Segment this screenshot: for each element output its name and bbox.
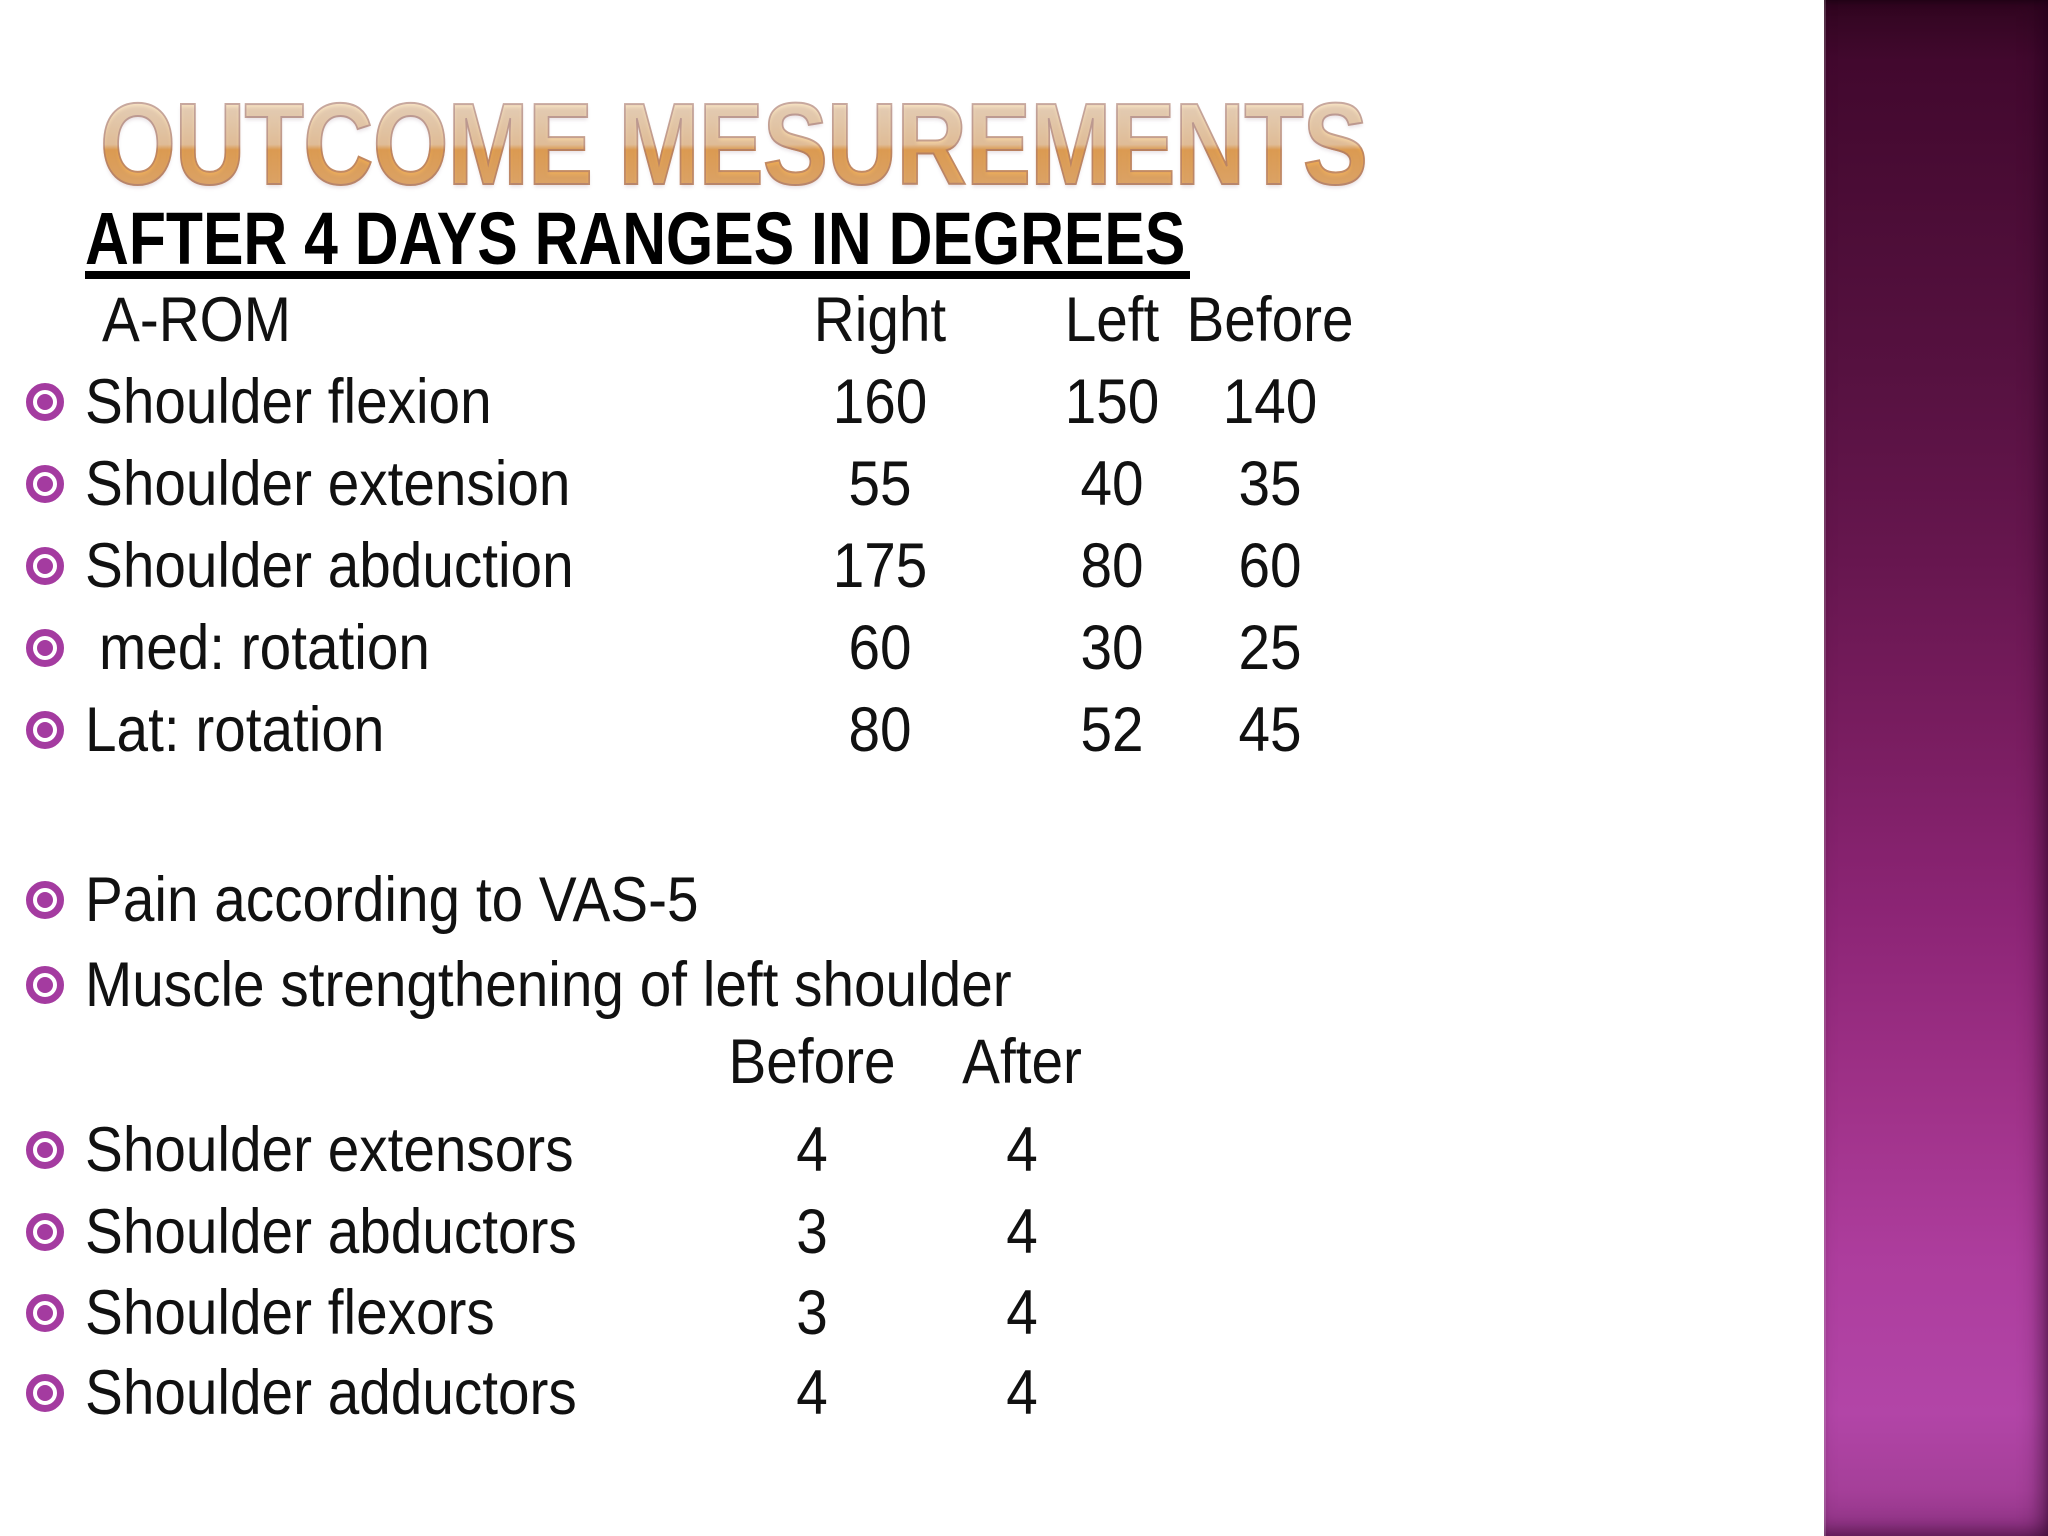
bullet-icon [26, 711, 64, 749]
row-label: Shoulder flexion [85, 367, 492, 437]
table-row: Shoulder flexors 3 4 [0, 1272, 1824, 1354]
value-left: 30 [1080, 613, 1144, 683]
column-header-before: Before [1186, 285, 1354, 355]
subtitle-underline [85, 271, 1190, 279]
value-before: 4 [796, 1358, 828, 1428]
bullet-icon [26, 966, 64, 1004]
value-right: 60 [848, 613, 912, 683]
note-row: Muscle strengthening of left shoulder [0, 944, 1824, 1026]
bullet-icon [26, 1374, 64, 1412]
row-label: Shoulder flexors [85, 1278, 495, 1348]
value-before: 3 [796, 1197, 828, 1267]
arom-row-header: A-ROM [102, 285, 291, 355]
table-row: Shoulder adductors 4 4 [0, 1352, 1824, 1434]
note-text: Muscle strengthening of left shoulder [85, 950, 1012, 1020]
bullet-icon [26, 547, 64, 585]
bullet-icon [26, 629, 64, 667]
column-header-left: Left [1064, 285, 1160, 355]
table-row: Shoulder abductors 3 4 [0, 1191, 1824, 1273]
value-before: 60 [1238, 531, 1302, 601]
value-after: 4 [1006, 1115, 1038, 1185]
value-left: 52 [1080, 695, 1144, 765]
value-before: 4 [796, 1115, 828, 1185]
bullet-icon [26, 465, 64, 503]
table-row: Shoulder extension 55 40 35 [0, 443, 1824, 525]
value-right: 55 [848, 449, 912, 519]
note-text: Pain according to VAS-5 [85, 865, 699, 935]
value-after: 4 [1006, 1197, 1038, 1267]
slide-subtitle: AFTER 4 DAYS RANGES IN DEGREES [85, 197, 1186, 280]
value-after: 4 [1006, 1278, 1038, 1348]
arom-header-row: A-ROM Right Left Before [0, 279, 1824, 361]
note-row: Pain according to VAS-5 [0, 859, 1824, 941]
bullet-icon [26, 881, 64, 919]
row-label: Shoulder abductors [85, 1197, 577, 1267]
column-header-before: Before [728, 1027, 896, 1097]
row-label: med: rotation [99, 613, 430, 683]
value-right: 160 [832, 367, 928, 437]
value-before: 140 [1222, 367, 1318, 437]
value-right: 175 [832, 531, 928, 601]
table-row: Shoulder extensors 4 4 [0, 1109, 1824, 1191]
table-row: Lat: rotation 80 52 45 [0, 689, 1824, 771]
slide-title: OUTCOME MESUREMENTS [99, 78, 1369, 211]
row-label: Shoulder extension [85, 449, 571, 519]
value-right: 80 [848, 695, 912, 765]
row-label: Lat: rotation [85, 695, 385, 765]
value-before: 3 [796, 1278, 828, 1348]
table-row: med: rotation 60 30 25 [0, 607, 1824, 689]
value-before: 35 [1238, 449, 1302, 519]
value-left: 40 [1080, 449, 1144, 519]
bullet-icon [26, 1131, 64, 1169]
gradient-sidebar [1824, 0, 2048, 1536]
value-before: 45 [1238, 695, 1302, 765]
column-header-after: After [962, 1027, 1082, 1097]
row-label: Shoulder adductors [85, 1358, 577, 1428]
value-left: 150 [1064, 367, 1160, 437]
bullet-icon [26, 383, 64, 421]
row-label: Shoulder abduction [85, 531, 574, 601]
value-after: 4 [1006, 1358, 1038, 1428]
bullet-icon [26, 1294, 64, 1332]
bullet-icon [26, 1213, 64, 1251]
strength-header-row: Before After [0, 1021, 1824, 1103]
row-label: Shoulder extensors [85, 1115, 574, 1185]
table-row: Shoulder flexion 160 150 140 [0, 361, 1824, 443]
column-header-right: Right [813, 285, 947, 355]
table-row: Shoulder abduction 175 80 60 [0, 525, 1824, 607]
value-left: 80 [1080, 531, 1144, 601]
value-before: 25 [1238, 613, 1302, 683]
